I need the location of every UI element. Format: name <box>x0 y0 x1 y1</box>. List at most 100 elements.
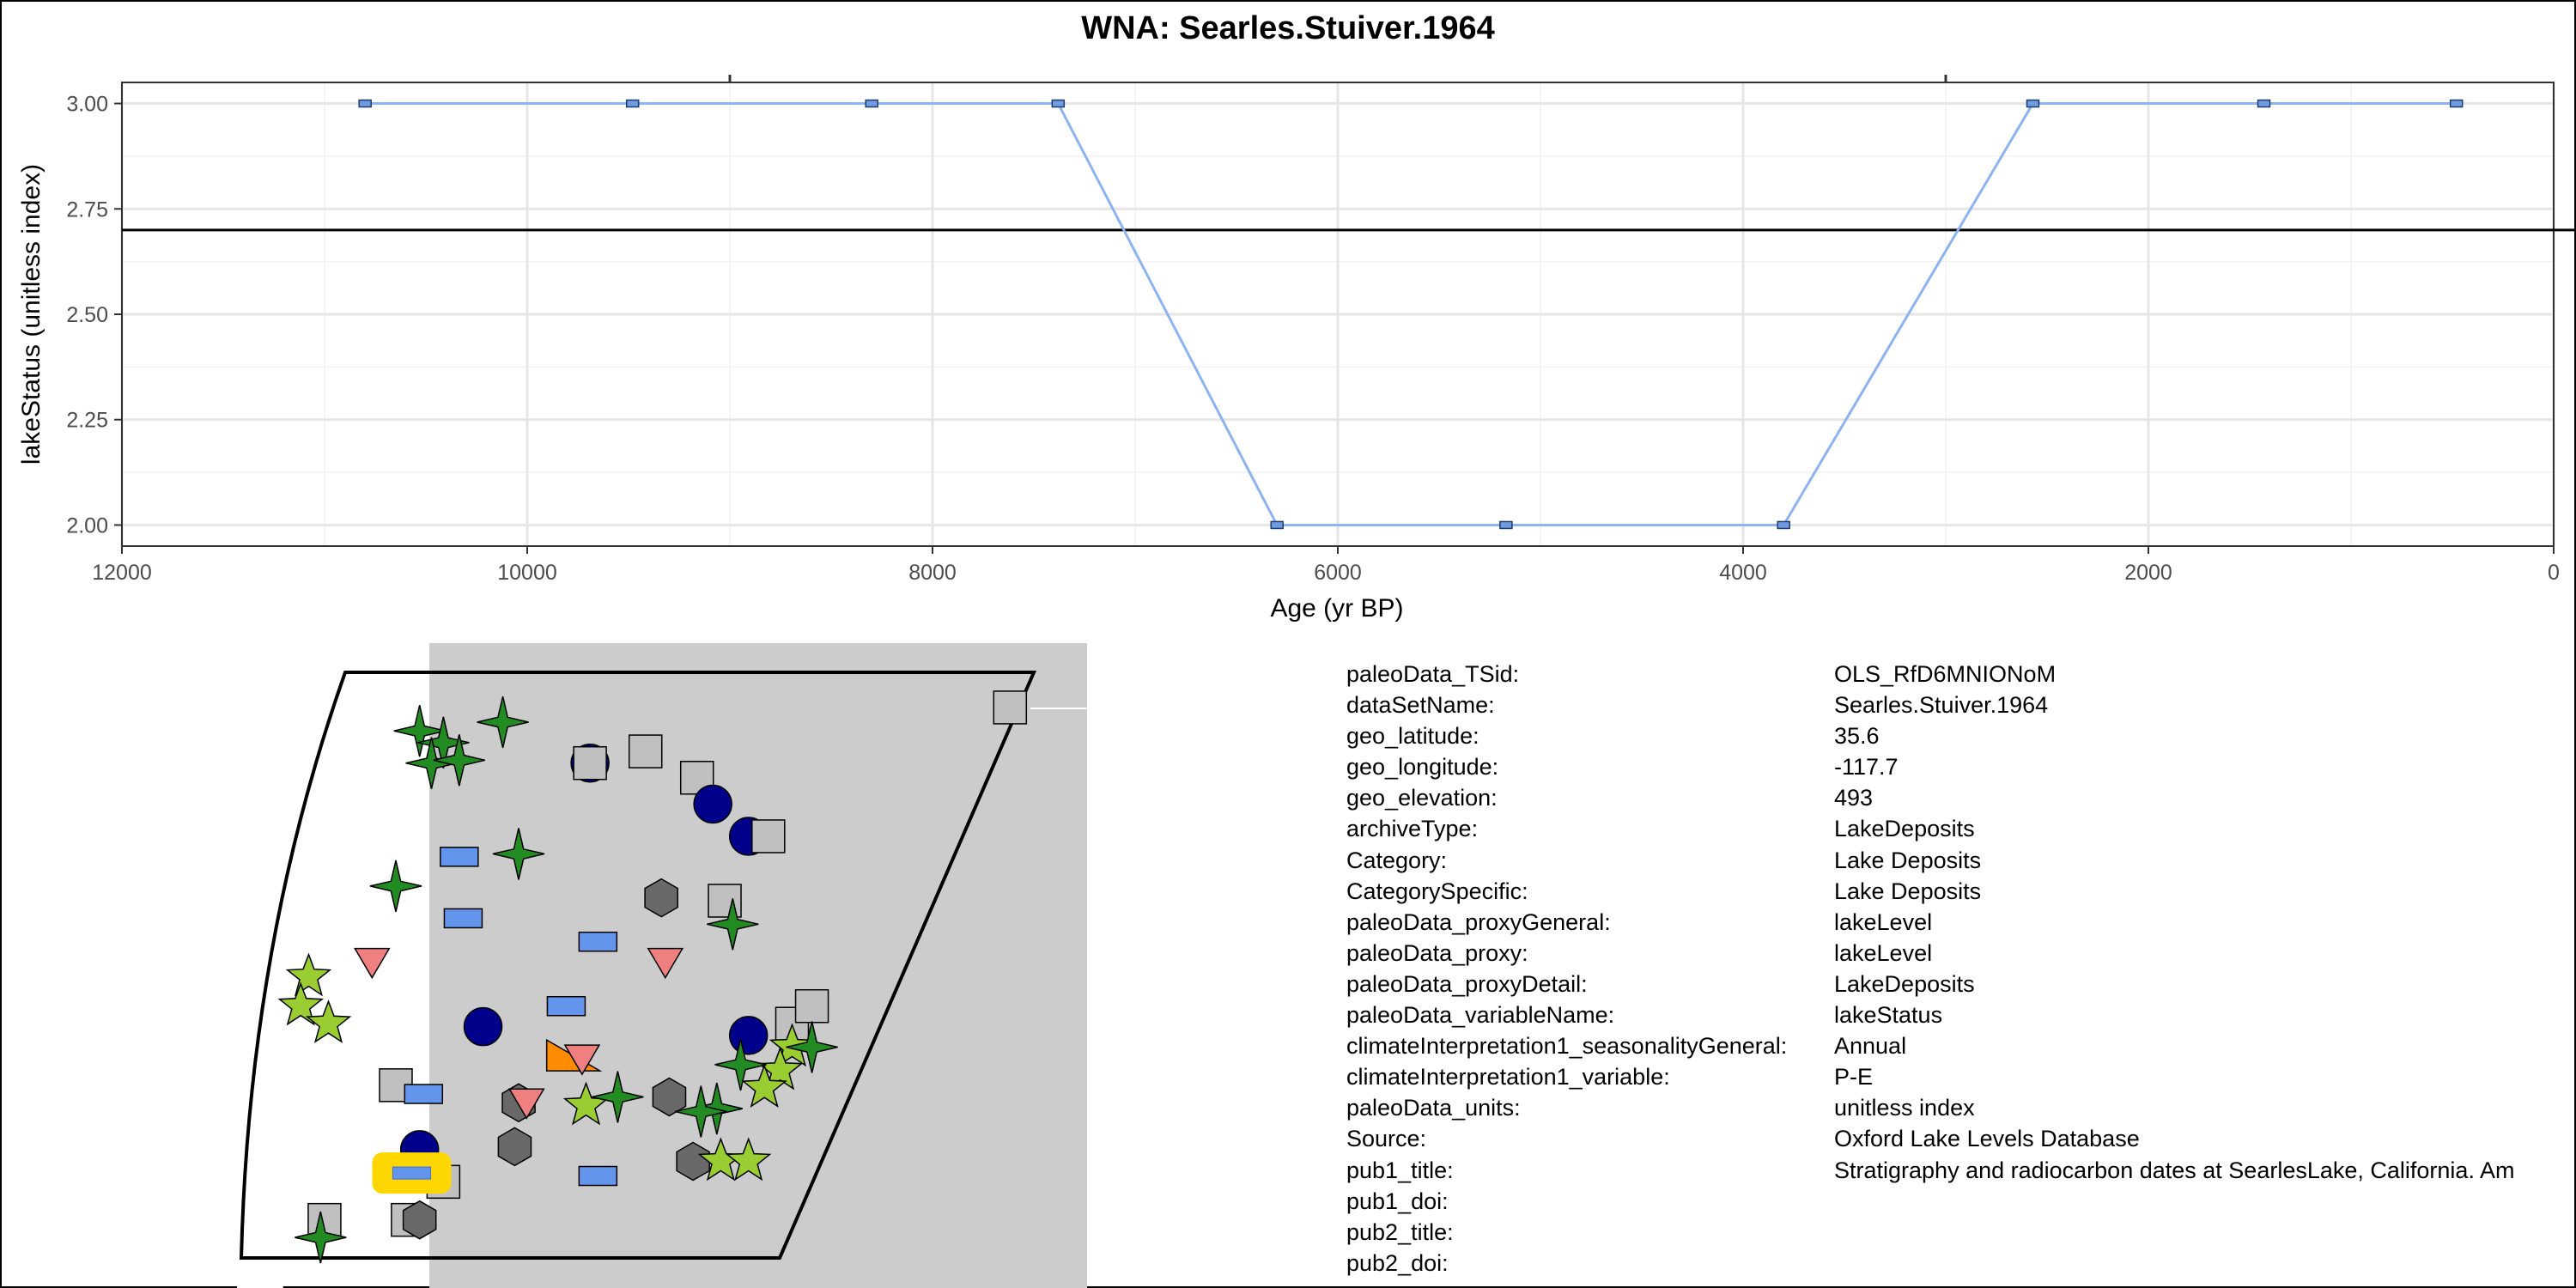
data-point <box>2026 99 2040 108</box>
metadata-key: paleoData_proxyGeneral: <box>1346 908 1611 935</box>
site-marker-rect <box>404 1084 444 1104</box>
site-marker-square <box>628 734 663 769</box>
site-marker-square <box>573 745 607 781</box>
coastline-water <box>237 643 429 1288</box>
site-marker-rect <box>440 847 479 867</box>
site-marker-square <box>794 988 829 1024</box>
metadata-value: Lake Deposits <box>1834 847 1982 873</box>
map-land-area <box>429 643 1087 1288</box>
site-marker-circle <box>693 784 732 824</box>
metadata-row: geo_latitude: 35.6 <box>1346 720 2574 751</box>
x-tick-label: 12000 <box>92 561 152 585</box>
metadata-key: paleoData_variableName: <box>1346 1002 1615 1029</box>
metadata-key: pub1_doi: <box>1346 1188 1449 1214</box>
metadata-row: paleoData_proxy: lakeLevel <box>1346 938 2574 969</box>
metadata-key: paleoData_units: <box>1346 1095 1521 1121</box>
x-tick-label: 6000 <box>1314 561 1362 585</box>
metadata-key: archiveType: <box>1346 816 1479 842</box>
metadata-row: CategorySpecific: Lake Deposits <box>1346 876 2574 907</box>
metadata-value: P-E <box>1834 1064 1874 1091</box>
site-marker-star4 <box>714 1038 767 1091</box>
data-point <box>625 99 640 108</box>
metadata-key: climateInterpretation1_seasonalityGenera… <box>1346 1033 1788 1060</box>
metadata-key: pub2_doi: <box>1346 1249 1449 1276</box>
x-axis-label: Age (yr BP) <box>1270 594 1403 623</box>
metadata-row: geo_longitude: -117.7 <box>1346 751 2574 782</box>
x-tick-label: 4000 <box>1719 561 1767 585</box>
site-marker-hexagon <box>402 1200 437 1240</box>
site-marker-square <box>993 690 1028 725</box>
metadata-key: geo_elevation: <box>1346 785 1498 811</box>
metadata-row: paleoData_proxyGeneral: lakeLevel <box>1346 907 2574 938</box>
time-series-chart: 12000 10000 8000 6000 4000 2000 0 2.00 2.25 2.50 2… <box>17 75 2576 623</box>
metadata-row: pub1_doi: <box>1346 1186 2574 1217</box>
site-marker-rect <box>443 908 483 929</box>
metadata-key: dataSetName: <box>1346 692 1495 719</box>
series-line <box>365 102 2457 526</box>
map-site-markers <box>277 690 1028 1264</box>
data-point <box>2257 99 2271 108</box>
site-marker-star4 <box>707 898 759 951</box>
site-marker-rect <box>578 1165 618 1187</box>
site-marker-star4 <box>675 1085 727 1138</box>
site-marker-star4 <box>295 1211 347 1264</box>
site-marker-circle <box>728 1016 769 1055</box>
metadata-key: paleoData_proxyDetail: <box>1346 970 1588 997</box>
metadata-key: paleoData_TSid: <box>1346 661 1520 687</box>
site-marker-star5 <box>725 1137 772 1182</box>
x-tick-label: 2000 <box>2124 561 2172 585</box>
metadata-value: 35.6 <box>1834 723 1880 750</box>
site-marker-star4 <box>433 734 485 787</box>
metadata-key: climateInterpretation1_variable: <box>1346 1064 1670 1091</box>
y-tick-label: 2.75 <box>66 197 108 222</box>
metadata-row: paleoData_proxyDetail: LakeDeposits <box>1346 969 2574 999</box>
metadata-row: dataSetName: Searles.Stuiver.1964 <box>1346 690 2574 720</box>
metadata-row: Category: Lake Deposits <box>1346 845 2574 876</box>
metadata-row: climateInterpretation1_seasonalityGenera… <box>1346 1030 2574 1061</box>
metadata-value: Oxford Lake Levels Database <box>1834 1126 2140 1152</box>
data-point <box>1051 99 1066 108</box>
site-marker-circle <box>463 1006 503 1047</box>
site-marker-star5 <box>741 1064 787 1109</box>
data-markers <box>358 99 2464 530</box>
chart-title: WNA: Searles.Stuiver.1964 <box>1081 10 1495 46</box>
x-tick-label: 8000 <box>908 561 957 585</box>
data-point <box>2449 99 2464 108</box>
y-tick-label: 2.25 <box>66 409 108 433</box>
metadata-value: Searles.Stuiver.1964 <box>1834 692 2049 719</box>
x-tick-label: 10000 <box>497 561 557 585</box>
y-tick-label: 3.00 <box>66 93 108 117</box>
data-point <box>358 99 372 108</box>
site-marker-hexagon <box>676 1141 710 1182</box>
metadata-key: geo_latitude: <box>1346 723 1479 750</box>
metadata-value: Stratigraphy and radiocarbon dates at Se… <box>1834 1157 2515 1183</box>
metadata-row: pub2_title: <box>1346 1217 2574 1248</box>
metadata-row: climateInterpretation1_variable: P-E <box>1346 1061 2574 1092</box>
metadata-value: unitless index <box>1834 1095 1975 1121</box>
data-point <box>865 99 878 108</box>
metadata-key: pub1_title: <box>1346 1157 1454 1183</box>
site-marker-hexagon <box>644 878 678 918</box>
site-marker-star4 <box>369 860 422 913</box>
site-marker-star4 <box>393 705 446 757</box>
data-point <box>1499 520 1513 530</box>
site-marker-star4 <box>492 828 545 880</box>
metadata-row: pub1_title: Stratigraphy and radiocarbon … <box>1346 1155 2574 1186</box>
metadata-key: CategorySpecific: <box>1346 878 1528 904</box>
metadata-row: pub2_doi: <box>1346 1248 2574 1279</box>
site-marker-hexagon <box>497 1127 532 1167</box>
metadata-row: paleoData_TSid: OLS_RfD6MNIONoM <box>1346 659 2574 690</box>
site-marker-hexagon <box>652 1077 687 1117</box>
metadata-table: paleoData_TSid: OLS_RfD6MNIONoM dataSetNam… <box>1346 659 2574 1285</box>
metadata-row: geo_elevation: 493 <box>1346 782 2574 813</box>
axes: 12000 10000 8000 6000 4000 2000 0 2.00 2.25 2.50 2… <box>66 75 2560 585</box>
site-marker-rect <box>546 995 586 1017</box>
map-region-boundary <box>239 671 1037 1260</box>
site-marker-rect <box>578 931 618 952</box>
metadata-value: lakeLevel <box>1834 908 1933 935</box>
site-marker-star4 <box>477 696 529 749</box>
site-marker-star4 <box>786 1021 838 1073</box>
metadata-row: Source: Oxford Lake Levels Database <box>1346 1123 2574 1154</box>
data-point <box>1270 520 1284 530</box>
